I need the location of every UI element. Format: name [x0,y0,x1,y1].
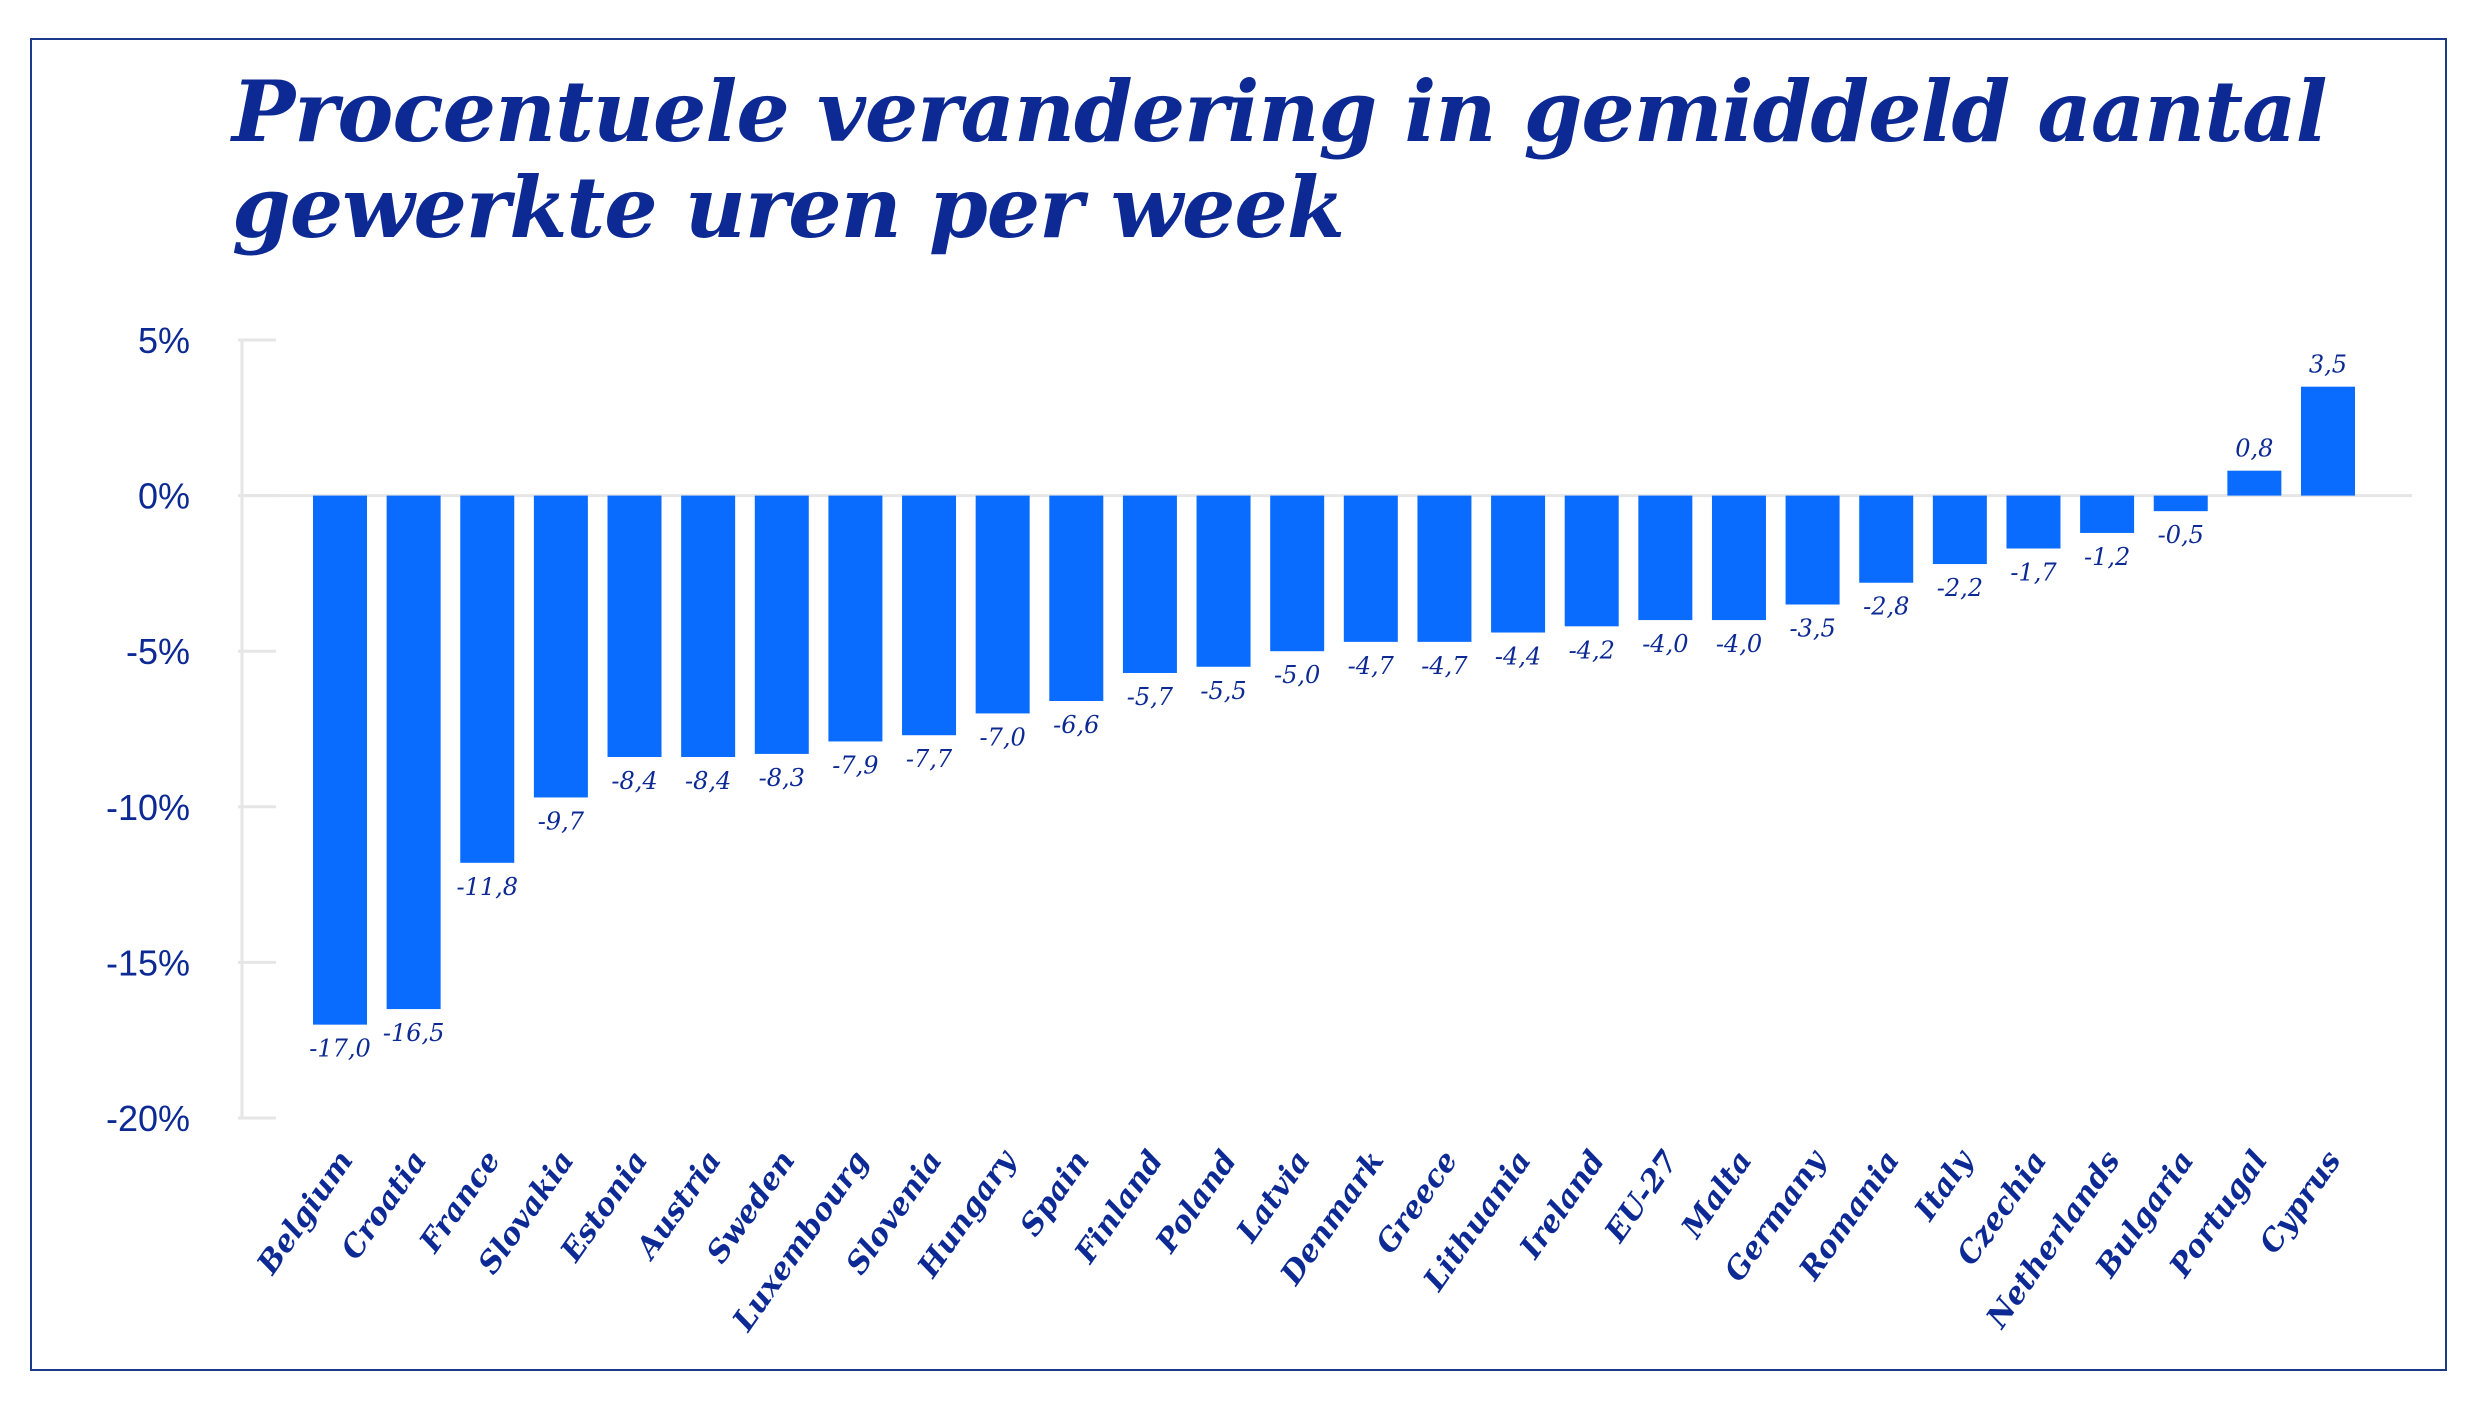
value-label: -8,3 [759,764,805,792]
value-label: -4,7 [1348,652,1395,680]
value-label: -17,0 [309,1035,371,1063]
bar-romania [1859,495,1914,583]
value-label: -4,0 [1716,630,1762,658]
y-tick-label: -5% [126,631,190,672]
bar-malta [1711,495,1766,621]
value-label: -7,9 [832,751,878,779]
value-label: -4,0 [1642,630,1688,658]
value-label: -7,7 [906,745,953,773]
y-tick-label: -20% [106,1098,190,1139]
chart-frame [30,38,2447,1371]
bar-belgium [313,495,367,1025]
value-label: -2,8 [1863,593,1909,621]
category-label: Belgium [250,1145,361,1282]
value-label: -8,4 [685,767,731,795]
value-label: -0,5 [2158,521,2204,549]
y-tick-label: 5% [138,320,190,361]
bar-hungary [975,495,1030,714]
y-tick-label: -15% [106,942,190,983]
bar-netherlands [2080,495,2135,533]
category-label: Italy [1907,1142,1981,1227]
value-label: -11,8 [456,873,518,901]
value-label: -4,4 [1495,643,1541,671]
bar-czechia [2006,495,2061,549]
value-label: -2,2 [1937,574,1983,602]
value-label: -9,7 [538,807,585,835]
value-label: -6,6 [1053,711,1099,739]
bar-poland [1196,495,1251,667]
value-label: 3,5 [2309,351,2347,379]
y-tick-label: 0% [138,476,190,517]
bar-ireland [1564,495,1619,627]
bar-denmark [1343,495,1398,642]
bar-latvia [1270,495,1325,652]
bar-slovenia [902,495,957,736]
value-label: -5,5 [1200,677,1246,705]
value-label: 0,8 [2235,435,2273,463]
bar-bulgaria [2153,495,2208,512]
value-label: -7,0 [980,723,1026,751]
y-tick-label: -10% [106,787,190,828]
value-label: -3,5 [1789,615,1835,643]
value-label: -8,4 [611,767,657,795]
bar-finland [1122,495,1177,673]
bar-germany [1785,495,1840,605]
value-label: -1,2 [2084,543,2130,571]
value-label: -4,2 [1569,636,1615,664]
value-label: -5,0 [1274,661,1320,689]
bar-croatia [386,495,441,1010]
category-label: EU-27 [1598,1144,1686,1249]
value-label: -4,7 [1421,652,1468,680]
bar-cyprus [2301,386,2355,496]
value-label: -16,5 [383,1019,445,1047]
bar-portugal [2227,470,2282,496]
bar-slovakia [533,495,588,798]
bar-austria [681,495,736,758]
bar-luxembourg [828,495,883,742]
bar-italy [1932,495,1987,565]
value-label: -1,7 [2010,559,2057,587]
chart-title: Procentuele verandering in gemiddeld aan… [232,62,2328,257]
bar-estonia [607,495,662,758]
bar-lithuania [1491,495,1546,633]
bar-greece [1417,495,1472,642]
bar-france [460,495,515,863]
bar-eu-27 [1638,495,1693,621]
bar-spain [1049,495,1104,701]
value-label: -5,7 [1127,683,1174,711]
bar-sweden [754,495,809,754]
